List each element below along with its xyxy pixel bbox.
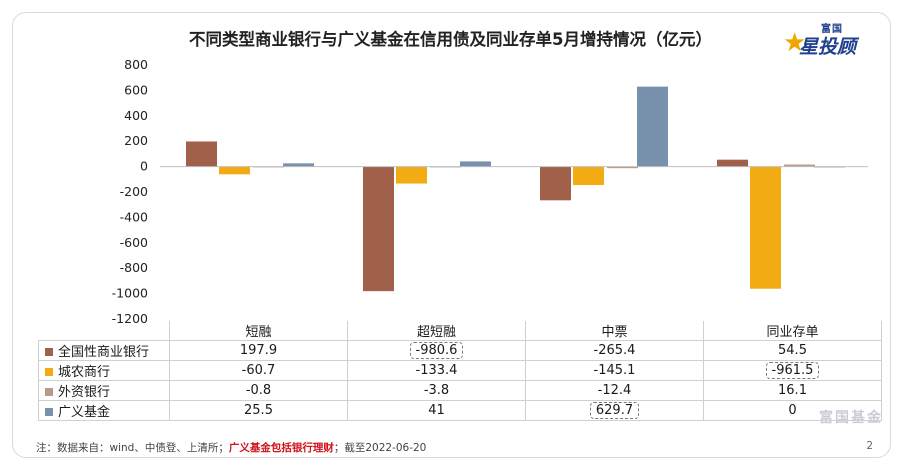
logo-top-text: 富国 <box>821 24 843 35</box>
series-name: 外资银行 <box>58 385 111 400</box>
data-label: -133.4 <box>347 360 526 381</box>
data-label: -0.8 <box>169 380 348 401</box>
data-label: 197.9 <box>169 340 348 361</box>
legend-swatch <box>45 408 53 416</box>
y-tick-label: 400 <box>124 108 148 123</box>
table-row: 全国性商业银行 197.9 -980.6 -265.4 54.5 <box>38 340 882 361</box>
y-tick-label: 200 <box>124 133 148 148</box>
table-corner <box>39 321 170 341</box>
data-label: -60.7 <box>169 360 348 381</box>
table-row: 城农商行 -60.7 -133.4 -145.1 -961.5 <box>38 360 882 381</box>
category-label: 中票 <box>525 321 704 341</box>
legend-entry: 外资银行 <box>38 380 170 401</box>
y-tick-label: -400 <box>120 209 148 224</box>
y-tick-label: 600 <box>124 82 148 97</box>
y-tick-label: 800 <box>124 57 148 72</box>
source-note-suffix: ；截至2022-06-20 <box>333 442 427 454</box>
y-tick-label: -200 <box>120 184 148 199</box>
data-label: 629.7 <box>525 400 704 421</box>
y-tick-label: -1200 <box>112 311 148 326</box>
bar-2-3 <box>784 164 815 167</box>
y-tick-label: -600 <box>120 235 148 250</box>
logo-main-text: 星投顾 <box>799 36 857 58</box>
source-note-highlight: 广义基金包括银行理财 <box>228 442 334 454</box>
bar-3-2 <box>637 86 668 167</box>
category-label: 同业存单 <box>703 321 882 341</box>
legend-entry: 城农商行 <box>38 360 170 381</box>
legend-swatch <box>45 368 53 376</box>
series-name: 广义基金 <box>58 405 111 420</box>
category-label: 超短融 <box>347 321 526 341</box>
data-table: 短融 超短融 中票 同业存单 全国性商业银行 197.9 -980.6 -265.4 54.5 城… <box>38 321 882 421</box>
bar-3-1 <box>460 161 491 167</box>
brand-logo: ★ 富国 星投顾 <box>783 20 875 58</box>
data-label: 54.5 <box>703 340 882 361</box>
chart-title: 不同类型商业银行与广义基金在信用债及同业存单5月增持情况（亿元） <box>189 30 712 49</box>
table-row: 广义基金 25.5 41 629.7 0 <box>38 400 882 421</box>
source-note-prefix: 注：数据来自：wind、中债登、上清所； <box>36 442 229 454</box>
bar-1-2 <box>573 166 604 186</box>
star-icon: ★ <box>783 28 807 58</box>
bar-1-3 <box>750 166 781 289</box>
data-label: 16.1 <box>703 380 882 401</box>
category-label: 短融 <box>169 321 348 341</box>
table-header-row: 短融 超短融 中票 同业存单 <box>39 321 882 341</box>
data-label: -145.1 <box>525 360 704 381</box>
bar-3-0 <box>283 163 314 167</box>
bar-1-0 <box>219 166 250 175</box>
source-note: 注：数据来自：wind、中债登、上清所；广义基金包括银行理财；截至2022-06… <box>36 440 426 455</box>
data-label: -265.4 <box>525 340 704 361</box>
table-row: 外资银行 -0.8 -3.8 -12.4 16.1 <box>38 380 882 401</box>
bar-1-1 <box>396 166 427 184</box>
bar-0-1 <box>363 166 394 292</box>
page-number: 2 <box>866 440 873 452</box>
y-tick-label: -800 <box>120 260 148 275</box>
data-label: 0 <box>703 400 882 421</box>
bar-0-3 <box>717 159 748 167</box>
data-label: 25.5 <box>169 400 348 421</box>
data-label: -3.8 <box>347 380 526 401</box>
legend-entry: 广义基金 <box>38 400 170 421</box>
bar-2-2 <box>607 166 638 169</box>
y-tick-label: -1000 <box>112 286 148 301</box>
data-label: -12.4 <box>525 380 704 401</box>
data-label: 41 <box>347 400 526 421</box>
y-tick-label: 0 <box>140 159 148 174</box>
data-label: -961.5 <box>703 360 882 381</box>
bar-0-2 <box>540 166 571 201</box>
legend-entry: 全国性商业银行 <box>38 340 170 361</box>
series-name: 全国性商业银行 <box>58 345 150 360</box>
legend-swatch <box>45 388 53 396</box>
data-label: -980.6 <box>347 340 526 361</box>
series-name: 城农商行 <box>58 365 111 380</box>
bar-0-0 <box>186 141 217 167</box>
legend-swatch <box>45 348 53 356</box>
